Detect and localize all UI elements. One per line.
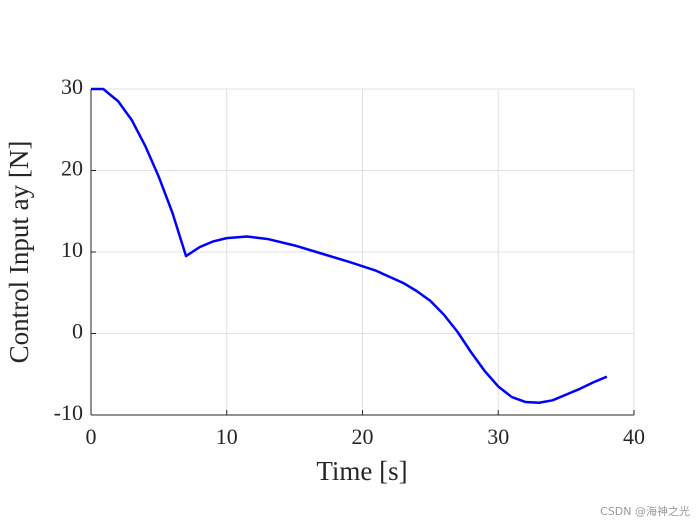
data-line [91,87,608,405]
x-tick-label: 10 [216,424,238,449]
x-tick-label: 0 [86,424,97,449]
x-axis-label: Time [s] [316,456,407,486]
watermark: CSDN @海神之光 [600,504,690,518]
x-tick-label: 20 [352,424,374,449]
y-tick-label: 20 [61,156,83,181]
y-tick-label: 30 [61,74,83,99]
y-tick-label: 10 [61,237,83,262]
y-axis-label: Control Input ay [N] [4,141,34,364]
y-tick-label: -10 [54,400,83,425]
x-tick-label: 30 [487,424,509,449]
y-tick-label: 0 [72,319,83,344]
x-tick-label: 40 [623,424,645,449]
